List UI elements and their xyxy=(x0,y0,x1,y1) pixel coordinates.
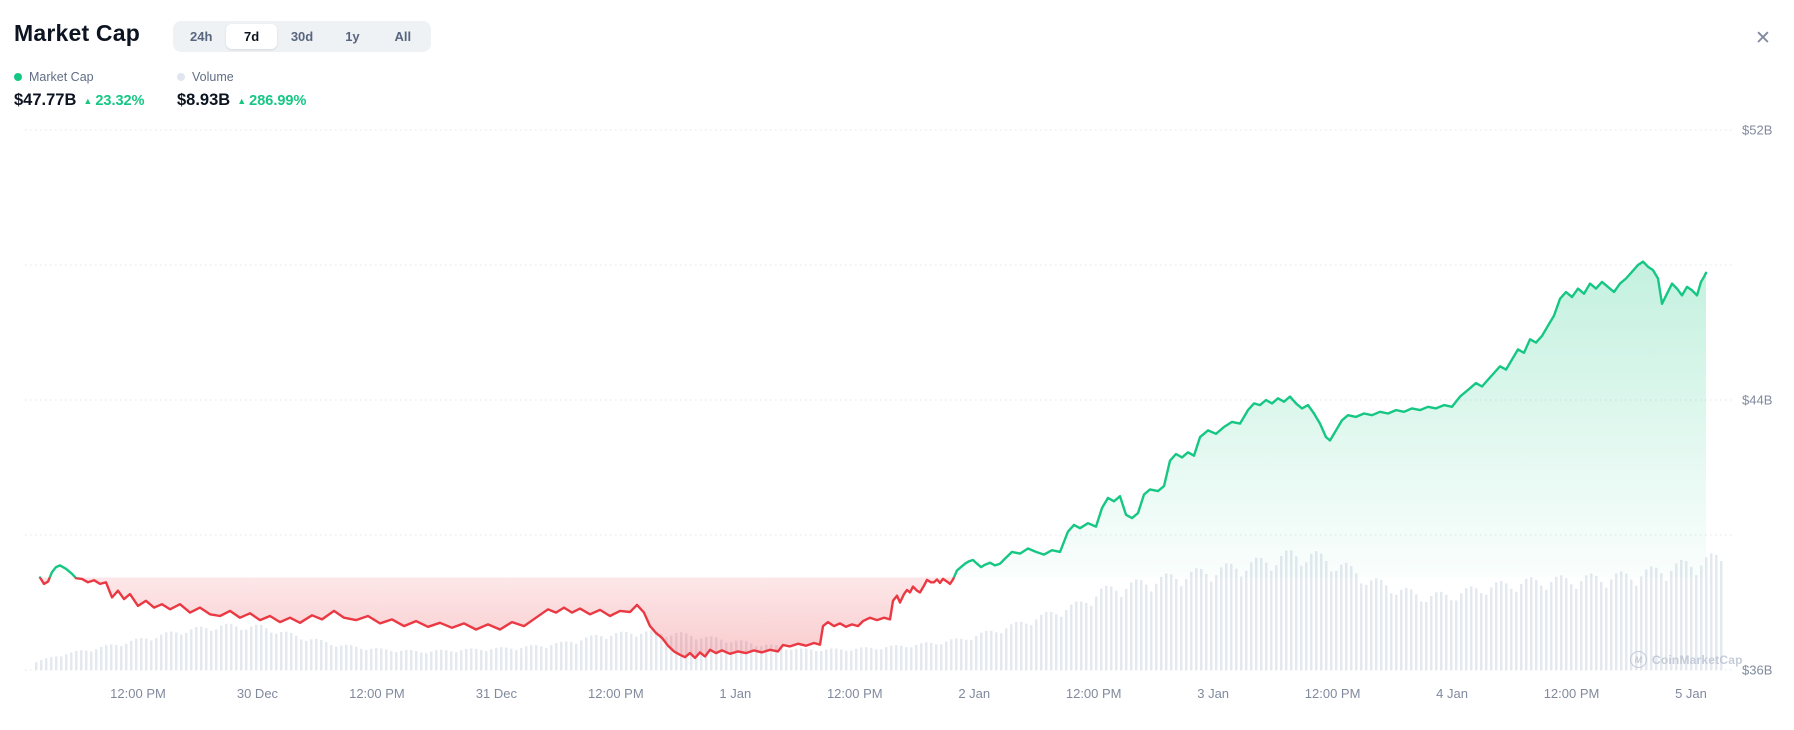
market-cap-change-pct: 23.32% xyxy=(95,92,145,109)
x-axis-label: 12:00 PM xyxy=(1066,686,1122,701)
coinmarketcap-watermark: M CoinMarketCap xyxy=(1630,651,1743,668)
close-icon[interactable]: ✕ xyxy=(1750,26,1776,52)
x-axis-label: 12:00 PM xyxy=(349,686,405,701)
tab-24h[interactable]: 24h xyxy=(176,24,226,49)
up-arrow-icon: ▲ xyxy=(237,95,247,106)
volume-change: ▲ 286.99% xyxy=(237,93,306,109)
up-arrow-icon: ▲ xyxy=(83,95,93,106)
volume-value-group: $8.93B ▲ 286.99% xyxy=(177,91,306,110)
page-title: Market Cap xyxy=(14,20,140,46)
market-cap-dot-icon xyxy=(14,73,22,81)
x-axis-label: 12:00 PM xyxy=(1544,686,1600,701)
y-axis-label: $52B xyxy=(1742,123,1772,138)
tab-7d[interactable]: 7d xyxy=(226,24,277,49)
legend-market-cap-label: Market Cap xyxy=(29,70,94,84)
values-row: $47.77B ▲ 23.32% $8.93B ▲ 286.99% xyxy=(0,91,1794,113)
tab-30d[interactable]: 30d xyxy=(277,24,327,49)
x-axis-label: 1 Jan xyxy=(719,686,751,701)
coinmarketcap-logo-icon: M xyxy=(1630,651,1647,668)
market-cap-change: ▲ 23.32% xyxy=(83,93,144,109)
volume-dot-icon xyxy=(177,73,185,81)
market-cap-value: $47.77B xyxy=(14,91,77,109)
legend-volume-label: Volume xyxy=(192,70,234,84)
legend-item-market-cap[interactable]: Market Cap xyxy=(14,70,94,84)
x-axis-label: 4 Jan xyxy=(1436,686,1468,701)
volume-value: $8.93B xyxy=(177,91,231,109)
x-axis-label: 5 Jan xyxy=(1675,686,1707,701)
legend-row: Market Cap Volume xyxy=(0,70,1794,86)
watermark-text: CoinMarketCap xyxy=(1652,652,1743,667)
tab-1y[interactable]: 1y xyxy=(327,24,377,49)
time-range-tabs: 24h 7d 30d 1y All xyxy=(173,21,431,52)
x-axis-label: 3 Jan xyxy=(1197,686,1229,701)
x-axis-label: 12:00 PM xyxy=(588,686,644,701)
x-axis-label: 12:00 PM xyxy=(110,686,166,701)
x-axis-label: 30 Dec xyxy=(237,686,279,701)
legend-item-volume[interactable]: Volume xyxy=(177,70,234,84)
y-axis-label: $36B xyxy=(1742,663,1772,678)
volume-change-pct: 286.99% xyxy=(249,92,307,109)
x-axis-label: 2 Jan xyxy=(958,686,990,701)
x-axis-label: 12:00 PM xyxy=(1305,686,1361,701)
y-axis-label: $44B xyxy=(1742,393,1772,408)
x-axis-label: 12:00 PM xyxy=(827,686,883,701)
market-cap-value-group: $47.77B ▲ 23.32% xyxy=(14,91,145,110)
x-axis-label: 31 Dec xyxy=(476,686,518,701)
tab-all[interactable]: All xyxy=(378,24,428,49)
